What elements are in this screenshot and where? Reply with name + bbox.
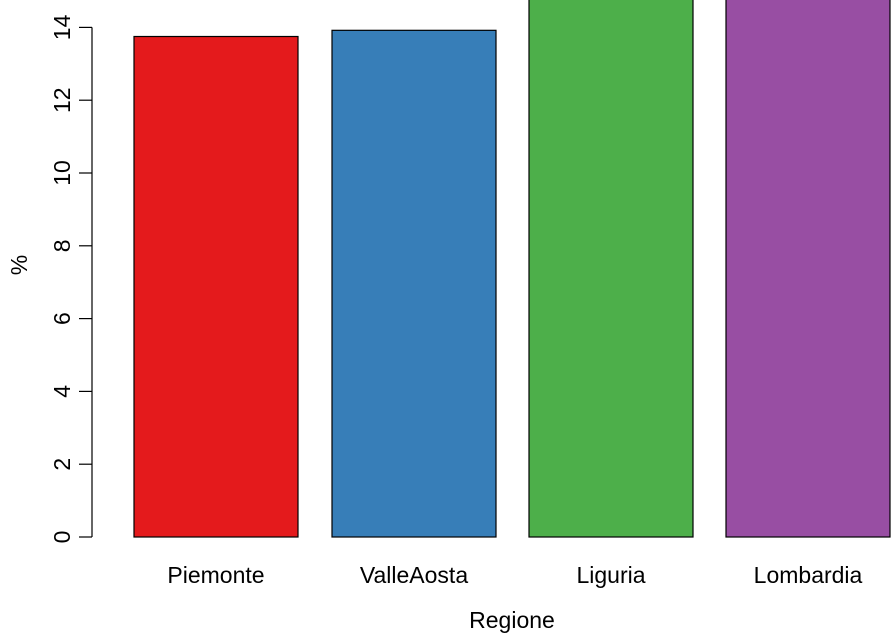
x-tick-label: Lombardia [754,562,863,588]
y-tick-label: 8 [49,239,75,252]
y-tick-label: 14 [49,14,75,40]
y-tick-label: 12 [49,87,75,113]
bars-layer [133,0,891,538]
bar-liguria [528,0,694,538]
bar-piemonte [133,35,299,538]
y-tick-label: 0 [49,531,75,544]
x-tick-label: ValleAosta [360,562,468,588]
x-axis-labels: Piemonte ValleAosta Liguria Lombardia [167,562,862,588]
x-axis-title: Regione [469,607,555,633]
bar-valleaosta [331,29,497,538]
y-tick-label: 10 [49,160,75,186]
y-tick-label: 6 [49,312,75,325]
y-axis: 0 2 4 6 8 10 12 14 [49,14,93,544]
y-axis-title: % [6,255,32,275]
x-tick-label: Liguria [576,562,645,588]
y-tick-label: 2 [49,458,75,471]
x-tick-label: Piemonte [167,562,264,588]
bar-lombardia [725,0,891,538]
y-tick-label: 4 [49,385,75,398]
